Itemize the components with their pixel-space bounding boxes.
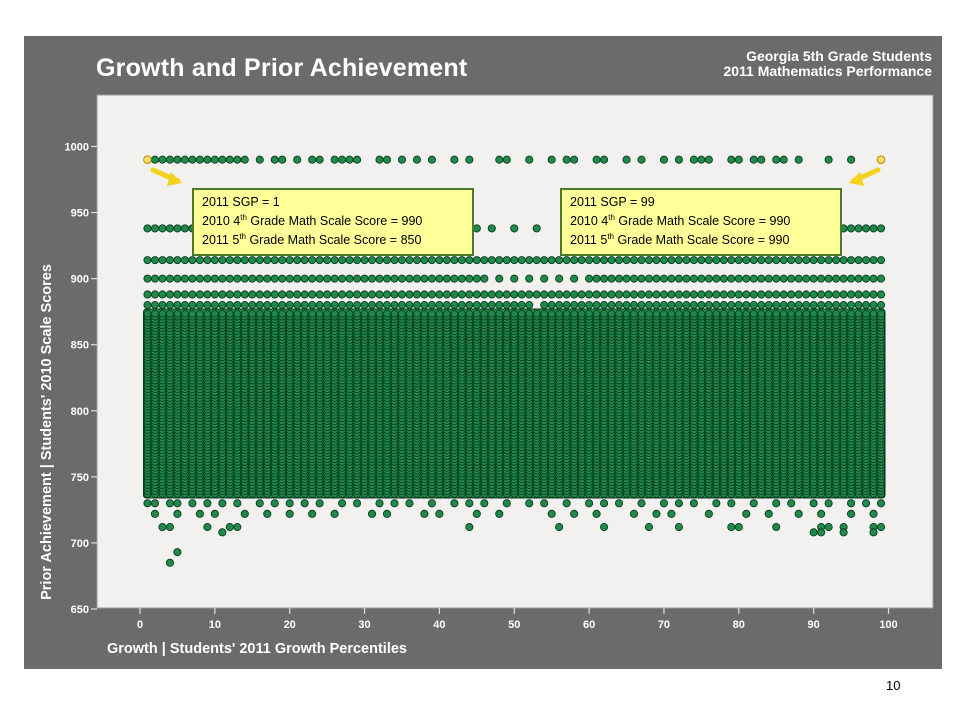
y-tick-label: 850 [71, 340, 89, 352]
x-tick-label: 60 [583, 619, 595, 631]
chart-title: Growth and Prior Achievement [96, 54, 468, 82]
axes: 650 700 750 800 850 900 950 1000 0 10 20 30 40 50 60 70… [65, 141, 898, 631]
x-tick-label: 10 [209, 619, 221, 631]
y-tick-label: 700 [71, 538, 89, 550]
y-tick-label: 750 [71, 472, 89, 484]
x-tick-label: 50 [508, 619, 520, 631]
x-tick-label: 30 [358, 619, 370, 631]
x-tick-label: 90 [808, 619, 820, 631]
x-tick-label: 0 [137, 619, 143, 631]
x-tick-label: 80 [733, 619, 745, 631]
y-tick-label: 800 [71, 406, 89, 418]
y-tick-label: 1000 [65, 141, 89, 153]
subtitle-line-2: 2011 Mathematics Performance [723, 63, 932, 79]
y-tick-label: 950 [71, 208, 89, 220]
x-tick-label: 100 [879, 619, 897, 631]
y-tick-label: 900 [71, 274, 89, 286]
dense-point-band [142, 308, 886, 499]
x-tick-label: 70 [658, 619, 670, 631]
y-tick-label: 650 [71, 604, 89, 616]
subtitle-line-1: Georgia 5th Grade Students [746, 48, 932, 64]
x-tick-label: 40 [433, 619, 445, 631]
chart-subtitle: Georgia 5th Grade Students 2011 Mathemat… [723, 49, 932, 79]
x-tick-label: 20 [284, 619, 296, 631]
